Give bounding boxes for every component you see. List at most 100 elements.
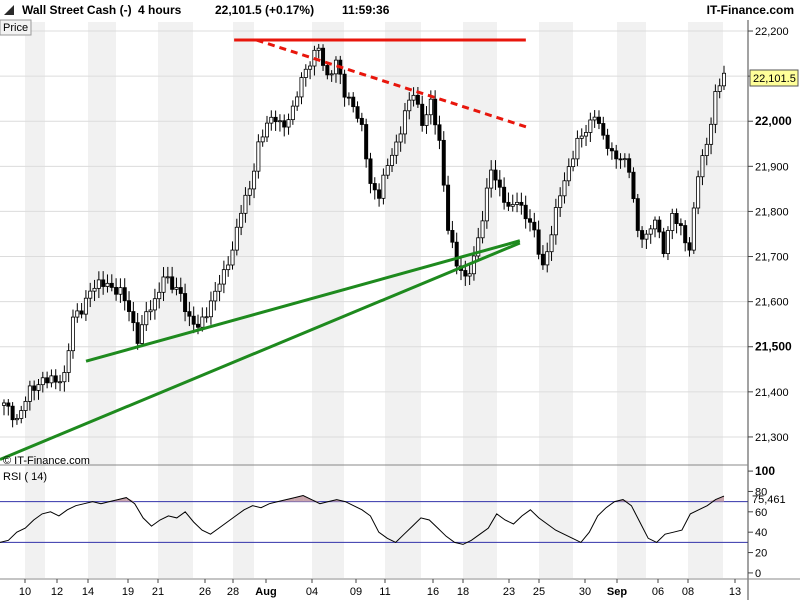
- candle: [161, 267, 166, 302]
- candle: [364, 118, 369, 168]
- instrument-name: Wall Street Cash (-): [22, 3, 132, 17]
- brand-name: IT-Finance.com: [706, 3, 794, 17]
- candle: [286, 113, 291, 135]
- candle-body: [553, 207, 558, 236]
- candle: [19, 405, 24, 424]
- candle-body: [385, 165, 390, 176]
- x-tick-label: 08: [682, 586, 694, 598]
- candle: [40, 371, 45, 393]
- candle-body: [79, 310, 84, 315]
- candle: [157, 282, 162, 309]
- candle-body: [614, 150, 619, 160]
- candle: [653, 216, 658, 238]
- candle: [553, 198, 558, 245]
- candle: [6, 399, 11, 416]
- candle-body: [579, 135, 584, 139]
- candle-body: [549, 234, 554, 253]
- candle: [709, 117, 714, 155]
- candle-body: [476, 237, 481, 257]
- candle-body: [269, 116, 274, 124]
- candle: [152, 288, 157, 320]
- candle-body: [36, 384, 41, 391]
- candle: [221, 260, 226, 294]
- candle-body: [450, 230, 455, 243]
- candle: [644, 230, 649, 249]
- candle: [467, 263, 472, 285]
- candle: [187, 301, 192, 327]
- candle: [532, 212, 537, 238]
- candle-body: [239, 212, 244, 228]
- price-panel-tab[interactable]: [0, 19, 32, 36]
- candle-body: [234, 226, 239, 251]
- candle: [101, 271, 106, 295]
- candle-body: [148, 309, 153, 313]
- candle-body: [286, 119, 291, 128]
- candle: [273, 110, 278, 131]
- candle: [109, 274, 114, 292]
- x-tick-label: 30: [579, 586, 591, 598]
- price-change: 22,101.5 (+0.17%): [215, 3, 315, 17]
- candle-body: [53, 375, 58, 383]
- x-tick-label: 16: [427, 586, 439, 598]
- candle-body: [49, 375, 54, 384]
- candle: [290, 100, 295, 125]
- candle-body: [683, 225, 688, 244]
- candle-body: [497, 179, 502, 188]
- candle-body: [691, 207, 696, 251]
- candle-body: [96, 279, 101, 289]
- candle-body: [696, 176, 701, 209]
- candle: [264, 115, 269, 143]
- candle-body: [183, 293, 188, 313]
- candle: [32, 380, 37, 401]
- day-band: [539, 22, 573, 578]
- candle-body: [411, 94, 416, 101]
- candle-body: [700, 155, 705, 178]
- last-update-time: 11:59:36: [342, 3, 390, 17]
- candle: [657, 216, 662, 239]
- candle-body: [592, 116, 597, 121]
- candle: [609, 142, 614, 160]
- candle: [252, 163, 257, 199]
- day-band: [88, 22, 116, 578]
- price-tick-label: 21,600: [755, 297, 789, 309]
- candle-body: [437, 124, 442, 141]
- candle-body: [441, 139, 446, 186]
- candle-body: [161, 276, 166, 293]
- candle-body: [70, 316, 75, 352]
- candle: [260, 129, 265, 147]
- candle: [704, 137, 709, 166]
- candle-body: [609, 148, 614, 152]
- candle: [441, 131, 446, 192]
- chart-header: Wall Street Cash (-) 4 hours 22,101.5 (+…: [0, 0, 800, 20]
- candle: [118, 278, 123, 303]
- candle-body: [174, 287, 179, 290]
- candle: [204, 307, 209, 323]
- candle-body: [118, 287, 123, 295]
- candle: [243, 187, 248, 223]
- candle: [476, 227, 481, 261]
- candle-body: [588, 119, 593, 133]
- candle: [687, 237, 692, 257]
- candle: [484, 178, 489, 229]
- candle: [506, 192, 511, 211]
- candle: [359, 112, 364, 132]
- candle: [575, 130, 580, 167]
- candle: [239, 204, 244, 236]
- chart-menu-icon[interactable]: [4, 5, 14, 15]
- candle: [540, 245, 545, 270]
- candle: [407, 92, 412, 120]
- candle: [70, 309, 75, 359]
- candle-body: [480, 220, 485, 239]
- candle: [23, 396, 28, 418]
- candle-body: [260, 136, 265, 143]
- candle-body: [368, 158, 373, 184]
- candle-body: [596, 116, 601, 124]
- candle: [178, 277, 183, 302]
- candle: [217, 274, 222, 302]
- candle: [627, 153, 632, 179]
- candle-body: [10, 405, 15, 421]
- candle: [661, 227, 666, 258]
- candle-body: [346, 96, 351, 99]
- day-band: [688, 22, 723, 578]
- candle: [295, 91, 300, 111]
